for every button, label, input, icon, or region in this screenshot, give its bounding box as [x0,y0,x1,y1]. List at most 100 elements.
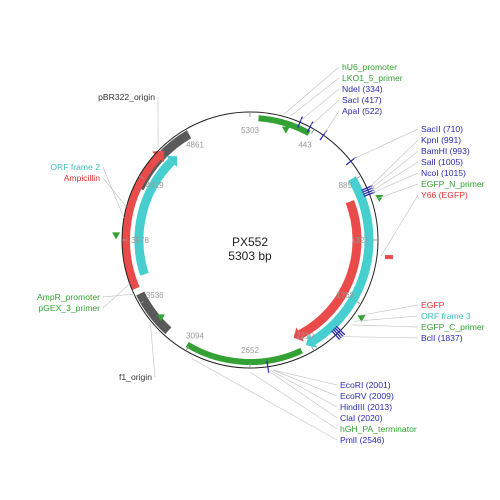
tick-mark [311,128,315,134]
primer-marker [357,315,366,323]
leader-line [375,183,419,200]
leader-line [300,88,340,121]
label-bcli-1837: BclI (1837) [421,333,463,343]
restriction-site-marker [334,327,344,337]
leader-line [351,324,419,328]
tick-labels: 443 885 1327 1768 2210 2652 3094 3536 3978 4419 48… [122,112,378,368]
label-pmli-2546: PmlI (2546) [340,435,385,445]
label-orf-frame-2: ORF frame 2 [50,162,100,172]
tick-mark [185,346,189,352]
label-egfp-c-primer: EGFP_C_primer [421,322,485,332]
labels-left-top: pBR322_origin [98,92,155,102]
labels-left-bottom: f1_origin [119,372,152,382]
leader-line [102,283,130,309]
feature-arc-egfp [298,200,362,339]
feature-arc-hgh-pa-terminator [185,342,303,366]
label-f1-origin: f1_origin [119,372,152,382]
tick-mark [138,301,144,305]
tick-label: 3536 [146,291,164,300]
leader-line [340,336,419,339]
feature-arc-orf-frame-3 [310,176,374,345]
label-sacii-710: SacII (710) [421,124,463,134]
feature-arc-hu6-promoter [258,115,311,136]
tick-label: 5303 [241,126,259,135]
tick-mark [311,346,315,352]
leader-line [358,304,419,317]
primer-marker [112,232,121,240]
label-pgex-3-primer: pGEX_3_primer [38,303,100,313]
tick-label: 4419 [146,181,164,190]
tick-label: 2210 [296,331,314,340]
leader-line [272,369,338,397]
primer-marker [375,194,384,202]
leader-line [191,358,338,441]
tick-mark [356,301,362,305]
label-apai-522: ApaI (522) [342,106,382,116]
leader-line [102,166,125,218]
label-clai-2020: ClaI (2020) [340,413,383,423]
tick-label: 443 [298,141,312,150]
leader-line [380,194,419,257]
feature-arc-f1-origin [136,291,172,335]
label-hindiii-2013: HindIII (2013) [340,402,392,412]
restriction-site-marker [297,116,303,128]
label-egfp: EGFP [421,300,445,310]
label-ndei-334: NdeI (334) [342,84,383,94]
label-ecori-2001: EcoRI (2001) [340,380,391,390]
tick-label: 3094 [186,331,204,340]
tick-mark [138,175,144,179]
plasmid-name: PX552 [232,235,268,249]
label-ampicillin: Ampicillin [64,173,101,183]
primer-marker [281,126,290,134]
label-egfp-n-primer: EGFP_N_primer [421,179,485,189]
leader-line [370,139,419,187]
primer-marker [156,314,165,322]
label-pbr322-origin: pBR322_origin [98,92,155,102]
label-ecorv-2009: EcoRV (2009) [340,391,394,401]
label-y66-egfp: Y66 (EGFP) [421,190,468,200]
tick-label: 3978 [131,236,149,245]
feature-arc-orf-frame-2 [134,158,175,276]
plasmid-size: 5303 bp [228,249,272,263]
tick-label: 1768 [336,291,354,300]
leader-line [289,77,340,117]
label-kpni-991: KpnI (991) [421,135,461,145]
feature-arc-ampicillin [122,154,161,291]
label-saci-417: SacI (417) [342,95,382,105]
label-orf-frame-3: ORF frame 3 [421,311,471,321]
label-hu6-promoter: hU6_promoter [342,62,397,72]
label-hgh-pa-terminator: hGH_PA_terminator [340,424,417,434]
features-layer [122,115,374,366]
tick-label: 4861 [186,141,204,150]
feature-arrowhead [305,334,318,348]
label-bamhi-993: BamHI (993) [421,146,470,156]
labels-right-mid: SacII (710)KpnI (991)BamHI (993)SalI (10… [421,124,485,200]
leader-line [373,172,419,194]
leader-line [353,315,419,322]
label-lko1-5-primer: LKO1_5_primer [342,73,403,83]
leader-line [270,370,338,408]
tick-label: 885 [339,181,353,190]
leader-line [353,128,419,160]
tick-mark [356,175,362,179]
leader-line [283,66,340,115]
leader-lines [102,66,419,441]
restriction-site-marker [306,121,314,133]
leader-line [102,293,135,298]
tick-mark [185,128,189,134]
leader-line [150,323,156,378]
leader-line [371,150,419,189]
leader-line [102,177,127,208]
leader-line [249,371,338,430]
feature-arrowhead [165,155,178,168]
leader-line [372,161,419,191]
label-ampr-promoter: AmpR_promoter [37,292,100,302]
tick-label: 1327 [351,236,369,245]
tick-label: 2652 [241,346,259,355]
feature-arrowhead [293,327,304,342]
